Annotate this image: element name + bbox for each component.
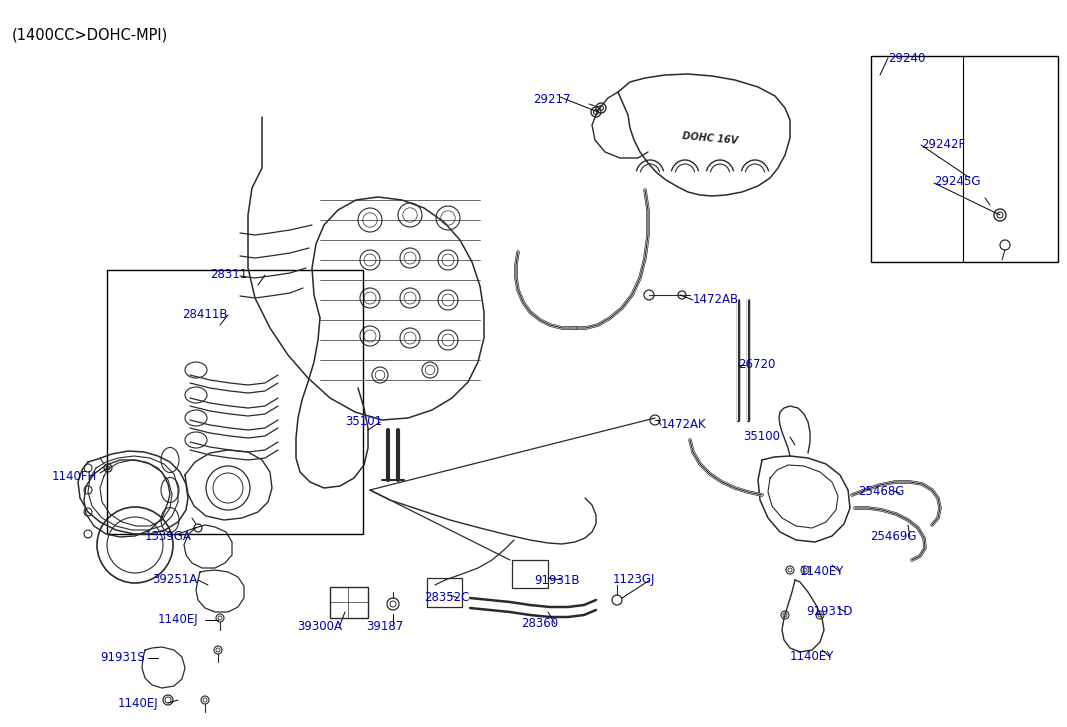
Text: 35101: 35101 [345, 415, 382, 428]
Text: 1140EJ: 1140EJ [118, 697, 159, 710]
Text: 29217: 29217 [534, 93, 571, 106]
Bar [427, 578, 462, 607]
Bar [330, 587, 368, 618]
Text: 1140FH: 1140FH [52, 470, 97, 483]
Text: 1123GJ: 1123GJ [614, 573, 655, 586]
Text: 29245G: 29245G [934, 175, 981, 188]
Text: 26720: 26720 [738, 358, 776, 371]
Text: 28352C: 28352C [424, 591, 469, 604]
Text: 1140EY: 1140EY [800, 565, 844, 578]
Text: 29240: 29240 [888, 52, 925, 65]
Text: (1400CC>DOHC-MPI): (1400CC>DOHC-MPI) [12, 28, 169, 43]
Text: 1472AK: 1472AK [660, 418, 706, 431]
Bar [107, 270, 363, 534]
Text: 39251A: 39251A [152, 573, 197, 586]
Text: DOHC 16V: DOHC 16V [682, 131, 738, 145]
Bar [871, 56, 1058, 262]
Text: 1472AB: 1472AB [692, 293, 739, 306]
Text: 28311: 28311 [210, 268, 248, 281]
Text: 91931D: 91931D [806, 605, 853, 618]
Text: 1339GA: 1339GA [145, 530, 192, 543]
Text: 25468G: 25468G [858, 485, 905, 498]
Text: 39300A: 39300A [297, 620, 343, 633]
Text: 91931B: 91931B [534, 574, 579, 587]
Text: 1140EJ: 1140EJ [158, 613, 198, 626]
Text: 29242F: 29242F [921, 138, 966, 151]
Text: 91931S: 91931S [100, 651, 145, 664]
Text: 28411B: 28411B [182, 308, 227, 321]
Text: 1140EY: 1140EY [790, 650, 834, 663]
Bar [512, 560, 548, 588]
Text: 25469G: 25469G [870, 530, 917, 543]
Text: 28360: 28360 [521, 617, 558, 630]
Text: 39187: 39187 [366, 620, 403, 633]
Text: 35100: 35100 [743, 430, 780, 443]
